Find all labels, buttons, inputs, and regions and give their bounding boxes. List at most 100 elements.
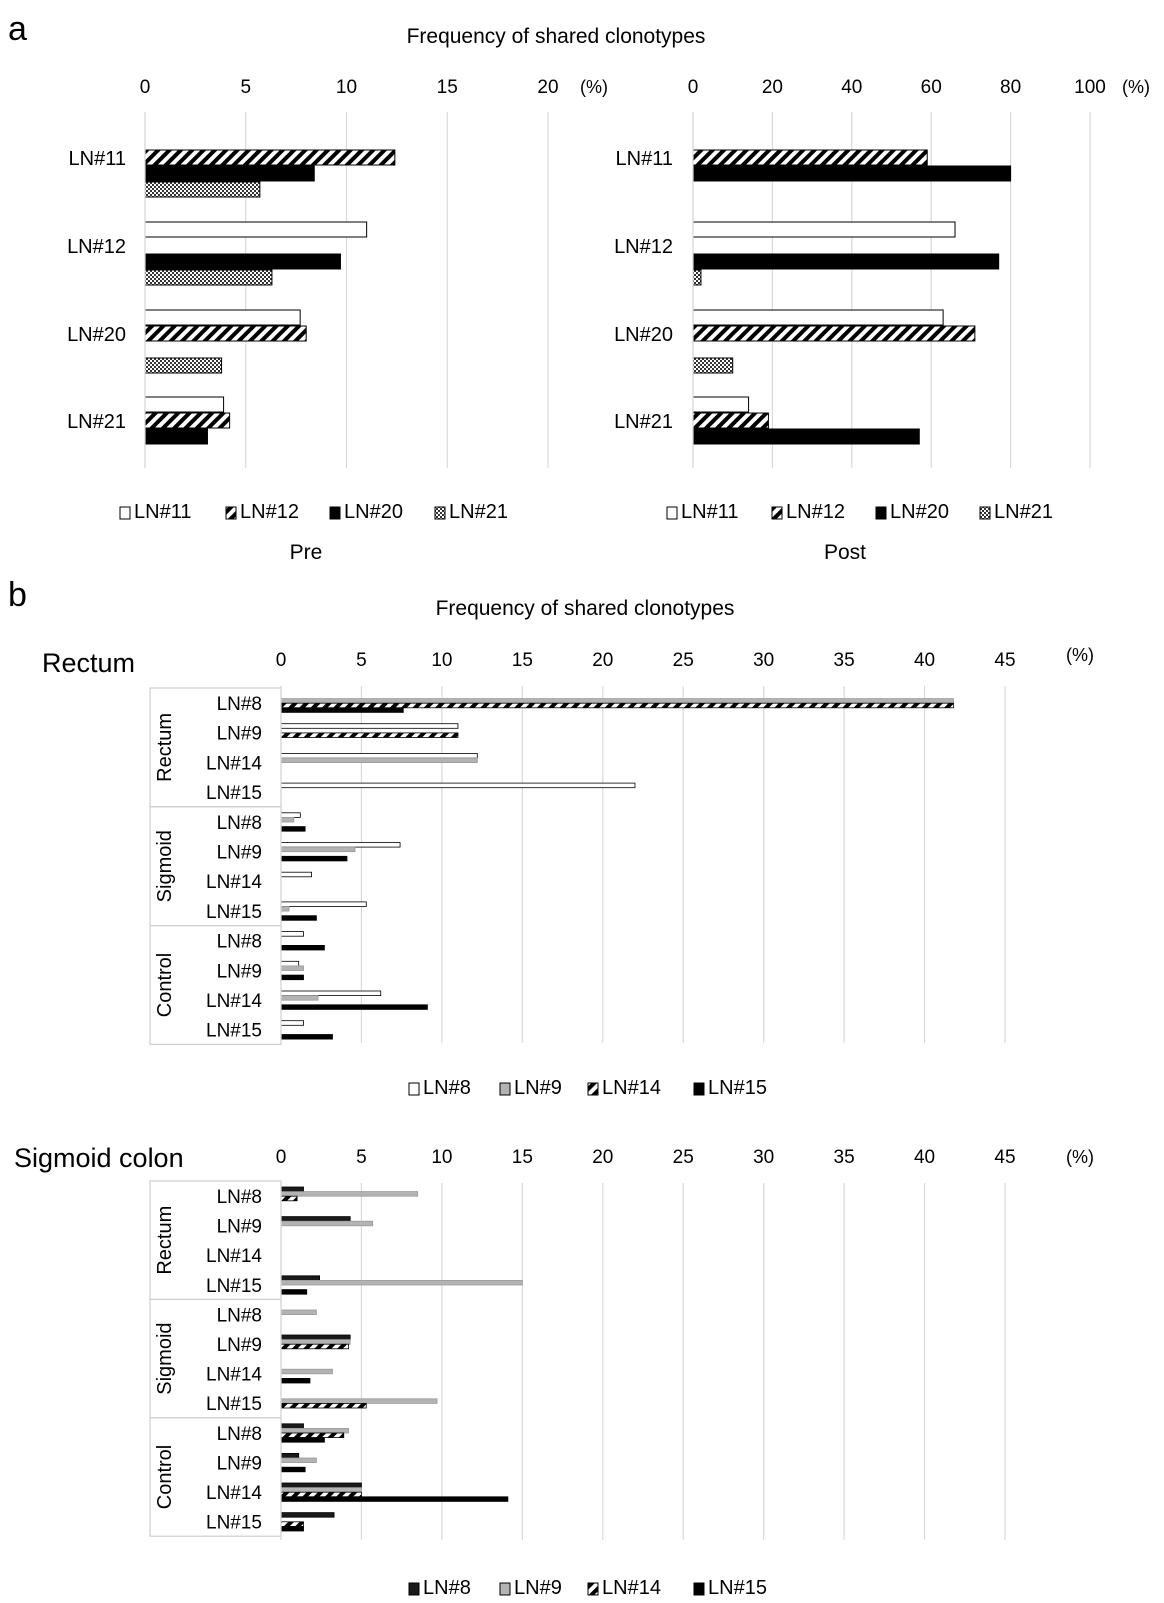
sigmoid-bar-3-1 [280,1280,523,1286]
post-bar-2-0 [692,309,944,326]
post-bar-1-0 [692,221,956,238]
pre-bar-2-0 [144,309,301,326]
sigmoid-bar-11-0 [280,1512,335,1518]
pre-category-label-1: LN#12 [67,236,126,258]
pre-tick-label-1: 5 [240,77,251,98]
rectum-row-label-11: LN#15 [206,1021,262,1042]
sigmoid-bar-8-3 [280,1437,325,1443]
pre-bar-3-0 [144,396,225,413]
rectum-row-label-6: LN#14 [206,872,262,893]
rectum-legend-label-2: LN#14 [602,1077,661,1099]
rectum-tick-label-9: 45 [994,650,1015,671]
sigmoid-bar-8-0 [280,1423,304,1429]
panel-b-label: b [8,576,27,614]
charts-layer: 0 5 10 15 20 LN#11 LN#12 LN#20 LN#21 LN#11 LN#12 LN… [67,77,1106,1599]
rectum-legend-label-0: LN#8 [423,1077,471,1099]
sigmoid-bar-9-1 [280,1457,317,1463]
pre-bar-0-2 [144,165,315,182]
rectum-bar-11-0 [280,1020,304,1026]
sigmoid-tick-label-0: 0 [276,1147,287,1168]
rectum-bar-7-3 [280,915,317,921]
rectum-row-label-7: LN#15 [206,902,262,923]
sigmoid-tick-label-3: 15 [512,1147,533,1168]
sigmoid-bar-0-1 [280,1191,419,1197]
rectum-bar-5-0 [280,842,401,848]
post-tick-label-1: 20 [762,77,783,98]
rectum-group-label-2: Control [154,953,176,1017]
sigmoid-tick-label-5: 25 [673,1147,694,1168]
sigmoid-legend-label-1: LN#9 [514,1577,562,1599]
post-tick-label-0: 0 [688,77,699,98]
sigmoid-bar-7-1 [280,1398,438,1404]
post-legend-label-2: LN#20 [890,501,949,523]
sigmoid-legend-swatch-2 [587,1582,599,1596]
rectum-bar-5-3 [280,855,348,862]
sigmoid-bar-10-3 [280,1496,509,1502]
rectum-bar-0-2 [280,702,954,709]
pre-bar-1-3 [144,269,273,286]
pre-legend-label-0: LN#11 [134,501,191,523]
rectum-tick-label-6: 30 [753,650,774,671]
sigmoid-row-label-0: LN#8 [217,1187,262,1208]
rectum-row-label-2: LN#14 [206,753,262,774]
rectum-tick-label-8: 40 [914,650,935,671]
pre-legend-swatch-2 [329,506,341,520]
rectum-bar-0-3 [280,707,404,713]
rectum-bar-4-3 [280,826,306,832]
post-legend-label-0: LN#11 [681,501,738,523]
sigmoid-bar-0-2 [280,1195,298,1202]
post-legend-swatch-3 [979,506,991,520]
rectum-bar-9-0 [280,960,300,967]
rectum-bar-7-1 [280,906,290,912]
rectum-bar-9-1 [280,965,304,971]
rectum-tick-label-5: 25 [673,650,694,671]
rectum-legend-label-1: LN#9 [514,1077,562,1099]
pre-tick-label-0: 0 [140,77,151,98]
post-bar-3-1 [692,412,769,429]
b-axis-title: Frequency of shared clonotypes [436,597,735,620]
rectum-group-label-0: Rectum [154,713,176,782]
rectum-row-label-4: LN#8 [217,813,262,834]
post-bar-1-2 [692,253,1000,270]
sigmoid-tick-label-9: 45 [994,1147,1015,1168]
sigmoid-row-label-2: LN#14 [206,1246,262,1267]
sigmoid-bar-6-3 [280,1378,311,1384]
pre-tick-label-4: 20 [537,77,558,98]
sigmoid-bar-0-0 [280,1186,304,1192]
pre-legend-label-2: LN#20 [344,501,403,523]
rectum-row-label-1: LN#9 [217,724,262,745]
pre-bar-3-1 [144,412,231,429]
rectum-legend-swatch-0 [408,1082,420,1096]
pre-unit: (%) [580,77,608,97]
rectum-legend-swatch-2 [587,1082,599,1096]
pre-legend-label-1: LN#12 [240,501,299,523]
rectum-bar-7-0 [280,901,367,907]
sigmoid-legend-label-3: LN#15 [708,1577,767,1599]
sigmoid-unit: (%) [1066,1147,1094,1167]
post-title: Post [824,541,866,564]
pre-bar-1-0 [144,221,368,238]
panel-a-label: a [8,10,27,48]
rectum-row-label-10: LN#14 [206,991,262,1012]
rectum-bar-2-1 [280,757,478,763]
sigmoid-bar-10-0 [280,1482,362,1488]
rectum-tick-label-7: 35 [834,650,855,671]
pre-tick-label-3: 15 [437,77,458,98]
rectum-bar-1-2 [280,732,459,738]
post-category-label-0: LN#11 [616,148,673,170]
rectum-row-label-9: LN#9 [217,961,262,982]
rectum-bar-4-1 [280,817,295,823]
sigmoid-bar-3-3 [280,1289,308,1295]
post-tick-label-3: 60 [921,77,942,98]
sigmoid-row-label-1: LN#9 [217,1217,262,1238]
sigmoid-legend-swatch-1 [499,1582,511,1596]
post-category-label-1: LN#12 [614,236,673,258]
rectum-bar-10-1 [280,995,319,1001]
sigmoid-bar-11-2 [280,1521,304,1527]
sigmoid-bar-5-0 [280,1334,351,1340]
rectum-bar-10-0 [280,990,382,996]
rectum-tick-label-0: 0 [276,650,287,671]
pre-bar-1-2 [144,253,341,270]
post-category-label-3: LN#21 [614,411,673,433]
pre-legend-swatch-3 [434,506,446,520]
